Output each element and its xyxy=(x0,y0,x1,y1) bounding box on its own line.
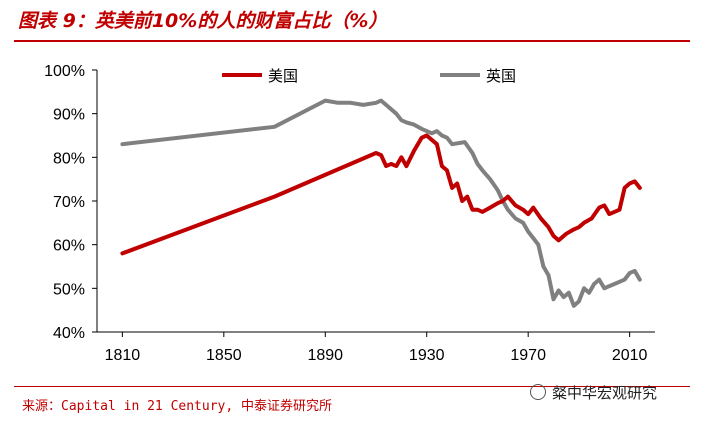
watermark-text: 粲中华宏观研究 xyxy=(552,384,658,402)
y-tick-label: 90% xyxy=(53,107,85,124)
y-tick-label: 40% xyxy=(53,325,85,342)
title-divider xyxy=(14,40,690,42)
wechat-icon xyxy=(530,384,546,400)
x-tick-label: 1970 xyxy=(510,347,546,364)
series-line-uk xyxy=(120,98,642,308)
source-note: 来源：Capital in 21 Century, 中泰证券研究所 xyxy=(22,399,333,414)
x-tick-label: 1930 xyxy=(409,347,445,364)
x-tick-label: 1810 xyxy=(105,347,141,364)
y-tick-label: 60% xyxy=(53,238,85,255)
y-tick-label: 50% xyxy=(53,281,85,298)
x-tick-label: 1890 xyxy=(307,347,343,364)
series-line-us xyxy=(120,133,642,256)
watermark: 粲中华宏观研究 xyxy=(530,382,657,403)
y-tick-label: 70% xyxy=(53,194,85,211)
y-tick-label: 80% xyxy=(53,150,85,167)
x-tick-label: 2010 xyxy=(612,347,648,364)
source-divider xyxy=(14,386,690,387)
x-tick-label: 1850 xyxy=(206,347,242,364)
wealth-share-chart: 40% 50% 60% 70% 80% 90% 100% 1810 1850 1890 1930 19… xyxy=(44,63,655,364)
y-tick-label: 100% xyxy=(44,63,85,80)
chart-title: 图表 9：英美前10%的人的财富占比（%） xyxy=(18,10,388,32)
legend-label: 美国 xyxy=(268,67,298,85)
legend-label: 英国 xyxy=(486,67,516,85)
